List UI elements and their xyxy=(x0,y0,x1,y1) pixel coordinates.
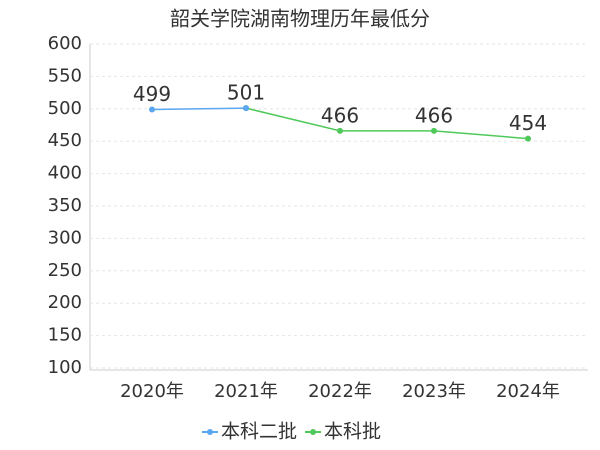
point xyxy=(243,105,249,112)
y-tick-label: 600 xyxy=(48,33,82,54)
y-tick-label: 500 xyxy=(48,98,82,119)
x-tick-label: 2020年 xyxy=(120,381,184,402)
legend-marker xyxy=(207,429,213,435)
y-tick-label: 100 xyxy=(48,357,82,378)
point xyxy=(149,106,155,113)
x-tick-label: 2023年 xyxy=(402,381,466,402)
chart-title: 韶关学院湖南物理历年最低分 xyxy=(170,7,430,31)
data-label: 454 xyxy=(509,111,547,135)
point xyxy=(525,135,531,142)
x-tick-label: 2022年 xyxy=(308,381,372,402)
y-tick-label: 200 xyxy=(48,292,82,313)
point xyxy=(431,127,437,134)
x-tick-label: 2024年 xyxy=(496,381,560,402)
data-label: 466 xyxy=(321,103,359,127)
y-tick-label: 550 xyxy=(48,65,82,86)
y-tick-label: 400 xyxy=(48,163,82,184)
data-label: 499 xyxy=(133,82,171,106)
legend-label: 本科二批 xyxy=(221,421,297,443)
legend-label: 本科批 xyxy=(324,421,381,443)
data-label: 466 xyxy=(415,103,453,127)
y-tick-label: 150 xyxy=(48,325,82,346)
data-label: 501 xyxy=(227,81,265,105)
point xyxy=(337,127,343,134)
line xyxy=(245,107,529,140)
x-tick-label: 2021年 xyxy=(214,381,278,402)
line xyxy=(151,107,247,111)
y-tick-label: 300 xyxy=(48,227,82,248)
y-tick-label: 450 xyxy=(48,130,82,151)
y-tick-label: 350 xyxy=(48,195,82,216)
legend-marker xyxy=(310,429,317,435)
y-tick-label: 250 xyxy=(48,260,82,281)
